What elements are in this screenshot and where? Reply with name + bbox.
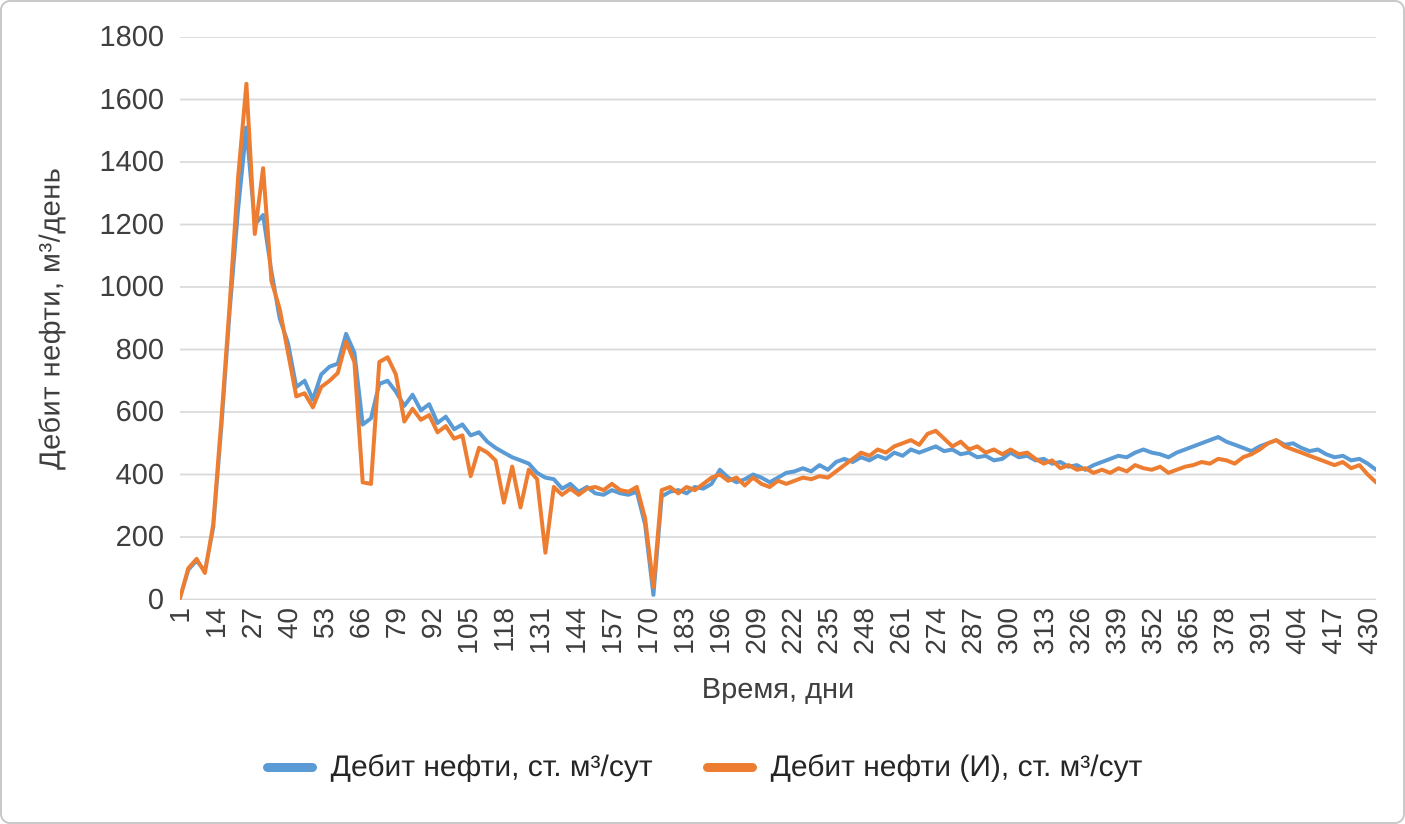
x-tick-label: 170 [631, 608, 663, 655]
y-tick-label: 0 [147, 583, 164, 616]
legend-swatch-oil-rate-identified [702, 762, 757, 772]
x-tick-label: 274 [919, 608, 951, 655]
x-tick-label: 196 [703, 608, 735, 655]
gridlines [180, 37, 1376, 600]
y-tick-label: 1200 [99, 208, 164, 241]
x-tick-label: 326 [1063, 608, 1095, 655]
y-tick-label: 600 [115, 396, 164, 428]
x-tick-label: 235 [811, 608, 843, 655]
y-tick-label: 400 [115, 458, 164, 491]
x-tick-label: 313 [1027, 608, 1059, 655]
x-tick-label: 222 [775, 608, 807, 655]
y-tick-label: 200 [115, 521, 164, 553]
x-tick-label: 53 [307, 608, 339, 640]
y-tick-label: 800 [115, 333, 164, 366]
x-tick-label: 105 [451, 608, 483, 655]
y-tick-label: 1600 [99, 83, 164, 116]
plot-area [180, 37, 1376, 600]
x-tick-label: 14 [199, 608, 231, 640]
x-tick-label: 417 [1315, 608, 1347, 655]
legend-item-oil-rate-identified: Дебит нефти (И), ст. м³/сут [702, 750, 1143, 784]
x-tick-label: 300 [991, 608, 1023, 655]
x-tick-label: 287 [955, 608, 987, 655]
x-tick-label: 27 [235, 608, 267, 640]
legend-label-oil-rate: Дебит нефти, ст. м³/сут [330, 750, 653, 783]
y-tick-label: 1800 [99, 21, 164, 53]
x-tick-label: 131 [523, 608, 555, 655]
legend-label-oil-rate-identified: Дебит нефти (И), ст. м³/сут [770, 750, 1143, 783]
x-tick-label: 248 [847, 608, 879, 655]
series-line-oil-rate [180, 125, 1376, 600]
x-tick-label: 261 [883, 608, 915, 655]
series-line-oil-rate-identified [180, 81, 1376, 600]
x-tick-label: 430 [1351, 608, 1383, 655]
x-axis-title: Время, дни [701, 673, 855, 705]
x-tick-label: 118 [487, 608, 519, 653]
x-tick-label: 144 [559, 608, 591, 655]
x-tick-label: 391 [1243, 608, 1275, 655]
legend-item-oil-rate: Дебит нефти, ст. м³/сут [262, 750, 653, 784]
x-tick-label: 66 [343, 608, 375, 640]
x-tick-label: 365 [1171, 608, 1203, 655]
y-axis-title: Дебит нефти, м³/день [34, 167, 67, 470]
y-tick-label: 1000 [99, 271, 164, 303]
x-tick-label: 79 [379, 608, 411, 640]
legend: Дебит нефти, ст. м³/сут Дебит нефти (И),… [2, 750, 1403, 784]
x-tick-label: 157 [595, 608, 627, 655]
x-tick-label: 378 [1207, 608, 1239, 655]
x-tick-label: 339 [1099, 608, 1131, 655]
x-tick-label: 40 [271, 608, 303, 640]
x-tick-label: 352 [1135, 608, 1167, 655]
y-tick-label: 1400 [99, 146, 164, 178]
x-tick-label: 404 [1279, 608, 1311, 655]
x-tick-label: 183 [667, 608, 699, 655]
x-tick-label: 1 [164, 608, 195, 624]
x-tick-label: 209 [739, 608, 771, 655]
x-tick-label: 92 [415, 608, 447, 640]
legend-swatch-oil-rate [262, 762, 317, 772]
